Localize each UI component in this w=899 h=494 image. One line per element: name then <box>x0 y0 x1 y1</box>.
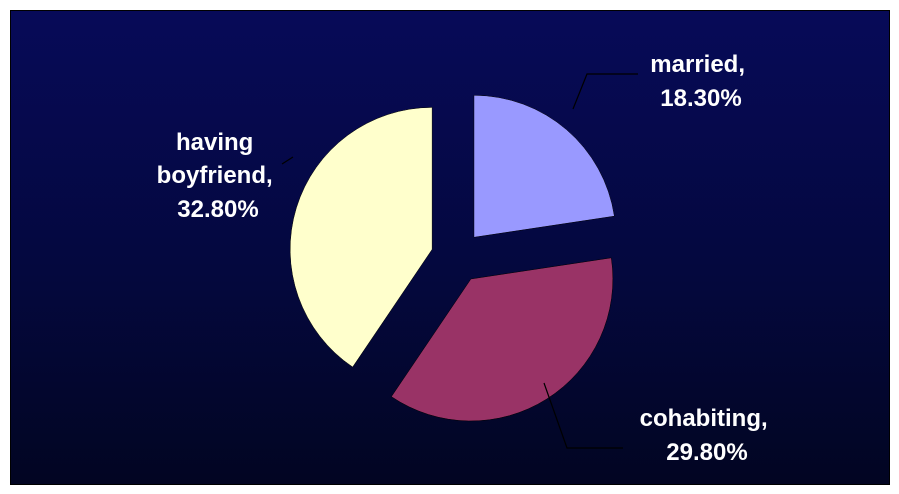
label-having-boyfriend: having boyfriend, 32.80% <box>157 129 280 223</box>
label-having-boyfriend-line2: boyfriend, <box>157 162 273 189</box>
pie-slices <box>289 95 615 422</box>
leader-line-married <box>572 73 638 110</box>
pie-chart: married, 18.30% cohabiting, 29.80% havin… <box>157 51 775 466</box>
label-having-boyfriend-line1: having <box>176 129 253 156</box>
label-cohabiting-value: 29.80% <box>666 439 747 466</box>
label-married-value: 18.30% <box>660 85 741 112</box>
label-cohabiting: cohabiting, 29.80% <box>640 405 775 466</box>
plot-area: married, 18.30% cohabiting, 29.80% havin… <box>10 10 890 485</box>
slice-having-boyfriend <box>289 107 433 368</box>
leader-line-cohabiting <box>543 382 623 449</box>
label-cohabiting-name: cohabiting, <box>640 405 768 432</box>
slice-married <box>473 95 615 238</box>
label-married-name: married, <box>650 51 745 78</box>
slice-cohabiting <box>391 257 614 422</box>
label-married: married, 18.30% <box>650 51 751 112</box>
leader-line-having-boyfriend <box>281 156 294 165</box>
label-having-boyfriend-value: 32.80% <box>177 196 258 223</box>
